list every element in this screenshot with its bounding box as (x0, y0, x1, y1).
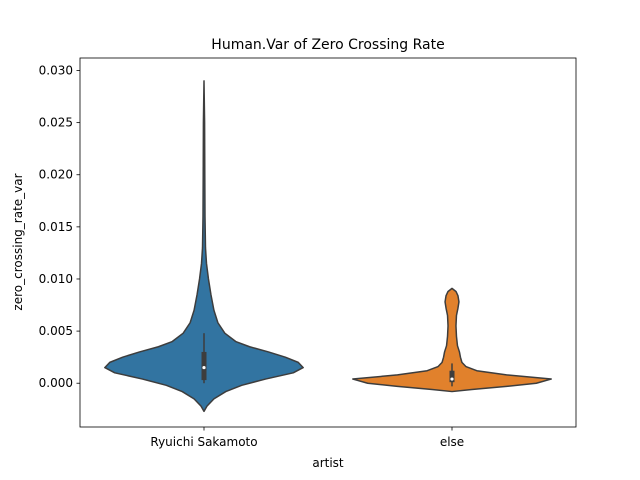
axes-layer: 0.000 0.005 0.010 0.015 0.020 0.025 0.030 Ryuic… (39, 57, 577, 449)
y-tick-label: 0.005 (39, 324, 73, 338)
violin-iqr-box (449, 370, 455, 383)
x-tick-label: else (440, 435, 464, 449)
violin-layer (104, 80, 552, 413)
x-tick-label: Ryuichi Sakamoto (150, 435, 257, 449)
chart-title: Human.Var of Zero Crossing Rate (211, 37, 444, 53)
y-tick-label: 0.025 (39, 116, 73, 130)
plot-frame (79, 57, 577, 428)
y-tick-label: 0.015 (39, 220, 73, 234)
violin-body (352, 287, 552, 393)
y-tick-label: 0.000 (39, 376, 73, 390)
violin-median-point (450, 377, 454, 381)
y-axis-label: zero_crossing_rate_var (11, 173, 25, 310)
x-axis-label: artist (312, 456, 344, 470)
violin-median-point (202, 365, 206, 370)
y-tick-label: 0.020 (39, 168, 73, 182)
y-tick-label: 0.010 (39, 272, 73, 286)
violin-body (104, 80, 304, 413)
y-tick-label: 0.030 (39, 64, 73, 78)
